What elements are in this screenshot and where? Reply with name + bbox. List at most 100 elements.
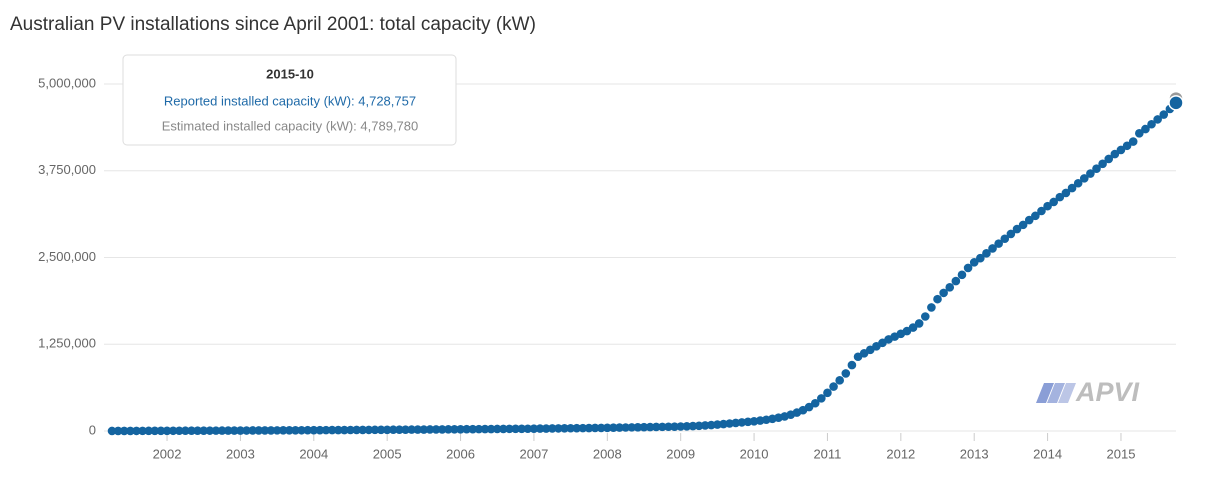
data-point <box>994 239 1003 248</box>
data-point <box>1116 145 1126 155</box>
data-point <box>694 421 704 431</box>
data-point <box>957 270 967 280</box>
data-point <box>272 426 282 435</box>
logo: APVI <box>1036 377 1140 407</box>
data-point <box>988 244 997 253</box>
logo-stripe <box>1058 383 1076 403</box>
data-point <box>358 425 368 435</box>
data-point <box>346 425 355 435</box>
tooltip: 2015-10 Reported installed capacity (kW)… <box>122 54 457 146</box>
data-point <box>645 422 655 432</box>
x-tick-label: 2013 <box>960 446 989 461</box>
data-point <box>688 421 698 431</box>
x-tick-label: 2012 <box>886 446 915 461</box>
x-tick-label: 2015 <box>1107 446 1136 461</box>
data-point <box>1153 115 1162 124</box>
data-point <box>1128 137 1138 146</box>
data-point <box>633 422 643 432</box>
data-point <box>450 425 459 434</box>
data-point <box>920 312 930 321</box>
data-point <box>969 258 979 267</box>
data-point <box>1135 128 1144 138</box>
tooltip-title: 2015-10 <box>266 66 314 81</box>
data-point <box>927 303 936 312</box>
data-point <box>370 425 380 435</box>
data-point <box>1073 178 1083 188</box>
data-point <box>517 424 527 434</box>
data-point <box>505 424 514 434</box>
x-tick-label: 2004 <box>299 446 328 461</box>
data-point <box>1141 124 1150 134</box>
data-point <box>1104 154 1114 164</box>
data-point <box>242 426 251 435</box>
data-point <box>511 424 520 434</box>
data-point <box>297 425 306 435</box>
data-point <box>609 423 618 432</box>
data-point <box>113 426 123 436</box>
logo-stripe <box>1047 383 1065 403</box>
data-point <box>658 422 667 432</box>
data-point <box>817 394 826 403</box>
tooltip-line: Reported installed capacity (kW): 4,728,… <box>164 93 416 108</box>
data-point <box>541 424 551 433</box>
x-tick-label: 2006 <box>446 446 475 461</box>
data-point <box>321 425 331 435</box>
data-point <box>413 425 423 434</box>
data-point <box>700 421 710 430</box>
data-point <box>107 426 117 436</box>
data-point <box>285 426 294 435</box>
data-point <box>1092 164 1101 173</box>
data-point <box>976 253 985 263</box>
logo-stripe <box>1036 383 1054 403</box>
data-point <box>444 425 453 434</box>
data-point <box>829 382 838 391</box>
data-point <box>199 426 209 435</box>
data-point <box>1079 174 1089 183</box>
data-point <box>945 283 955 292</box>
data-point <box>1098 159 1107 169</box>
data-point <box>401 425 410 434</box>
y-tick-label: 2,500,000 <box>38 249 96 264</box>
data-point <box>168 426 178 436</box>
data-point <box>499 424 508 434</box>
data-point <box>132 426 141 436</box>
data-point <box>535 424 545 433</box>
data-point <box>492 424 502 434</box>
data-point <box>181 426 190 436</box>
x-tick-label: 2002 <box>153 446 182 461</box>
data-point <box>560 424 569 433</box>
data-point <box>254 426 264 435</box>
data-point <box>835 376 844 385</box>
x-tick-label: 2010 <box>740 446 769 461</box>
data-point <box>236 426 245 435</box>
x-tick-label: 2005 <box>373 446 402 461</box>
data-point <box>291 425 300 435</box>
data-point <box>315 425 325 435</box>
data-point <box>578 423 588 433</box>
data-point <box>1049 197 1059 207</box>
data-point <box>486 424 496 434</box>
data-point <box>713 420 722 429</box>
data-point <box>248 426 257 435</box>
data-point <box>572 423 582 433</box>
data-point <box>205 426 215 435</box>
data-point <box>639 422 649 432</box>
data-point <box>468 424 478 434</box>
data-point <box>1055 192 1065 202</box>
data-point <box>1086 169 1095 178</box>
data-point <box>437 425 447 434</box>
data-point <box>187 426 196 436</box>
data-point <box>1147 119 1156 129</box>
data-point <box>939 288 948 298</box>
data-point <box>425 425 435 434</box>
data-point <box>841 369 851 378</box>
data-point <box>260 426 270 435</box>
data-point <box>1043 201 1052 211</box>
data-point <box>933 294 942 304</box>
data-point <box>951 276 961 286</box>
data-point <box>810 398 820 408</box>
data-point <box>144 426 153 436</box>
data-point <box>547 424 557 433</box>
data-point <box>1006 229 1016 239</box>
data-point <box>395 425 404 434</box>
